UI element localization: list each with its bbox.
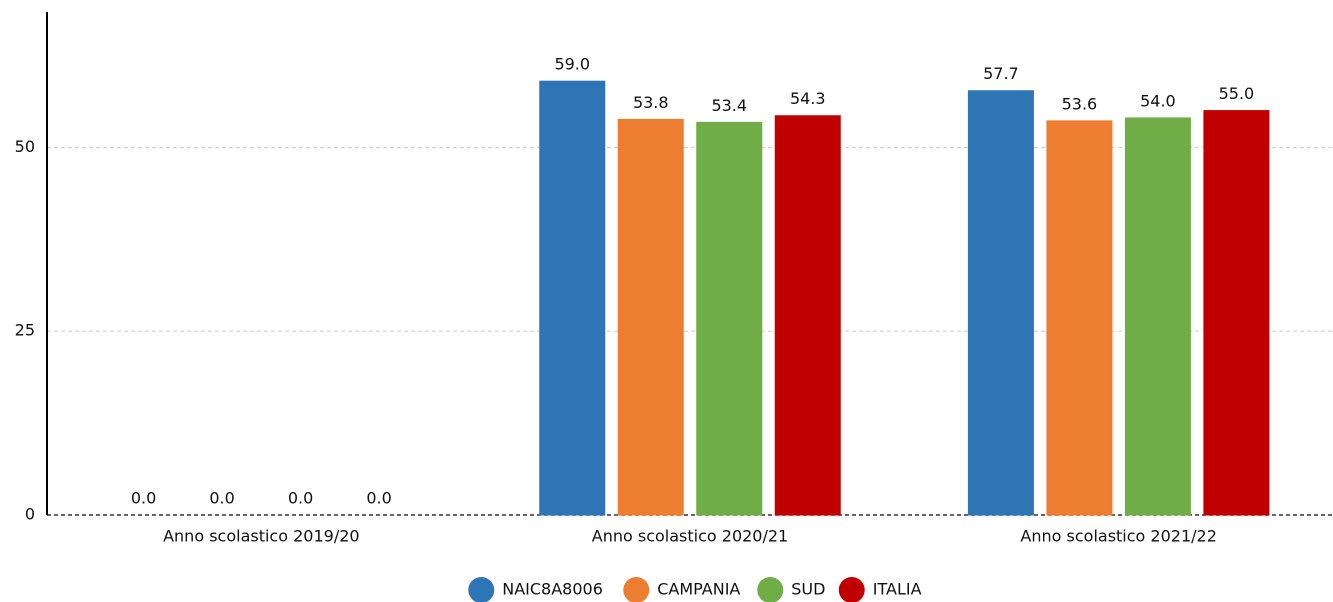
legend-label: ITALIA xyxy=(873,580,922,599)
bar xyxy=(1203,110,1270,516)
bar xyxy=(967,90,1034,516)
legend-marker xyxy=(623,577,650,602)
legend-label: NAIC8A8006 xyxy=(502,580,603,599)
bar xyxy=(539,80,606,516)
legend-label: SUD xyxy=(791,580,825,599)
value-label: 0.0 xyxy=(288,489,313,508)
x-tick-label: Anno scolastico 2021/22 xyxy=(1020,527,1216,546)
y-tick-label: 25 xyxy=(15,321,35,340)
y-tick-label: 50 xyxy=(15,137,35,156)
value-label: 53.6 xyxy=(1062,94,1098,113)
value-label: 55.0 xyxy=(1219,84,1255,103)
bar xyxy=(1124,117,1191,516)
value-label: 53.4 xyxy=(711,96,747,115)
value-label: 53.8 xyxy=(633,93,669,112)
legend-marker xyxy=(468,577,495,602)
bar xyxy=(774,115,841,516)
x-tick-label: Anno scolastico 2020/21 xyxy=(592,527,788,546)
legend-label: CAMPANIA xyxy=(657,580,740,599)
value-label: 54.3 xyxy=(790,89,826,108)
legend-marker xyxy=(757,577,784,602)
value-label: 59.0 xyxy=(554,55,590,74)
value-label: 0.0 xyxy=(131,489,156,508)
bar xyxy=(617,118,684,516)
value-label: 0.0 xyxy=(366,489,391,508)
legend-marker xyxy=(838,577,865,602)
x-tick-label: Anno scolastico 2019/20 xyxy=(163,527,359,546)
value-label: 0.0 xyxy=(209,489,234,508)
value-label: 57.7 xyxy=(983,64,1019,83)
bar xyxy=(1046,120,1113,516)
value-label: 54.0 xyxy=(1140,91,1176,110)
bar xyxy=(696,121,763,516)
y-tick-label: 0 xyxy=(25,505,35,524)
